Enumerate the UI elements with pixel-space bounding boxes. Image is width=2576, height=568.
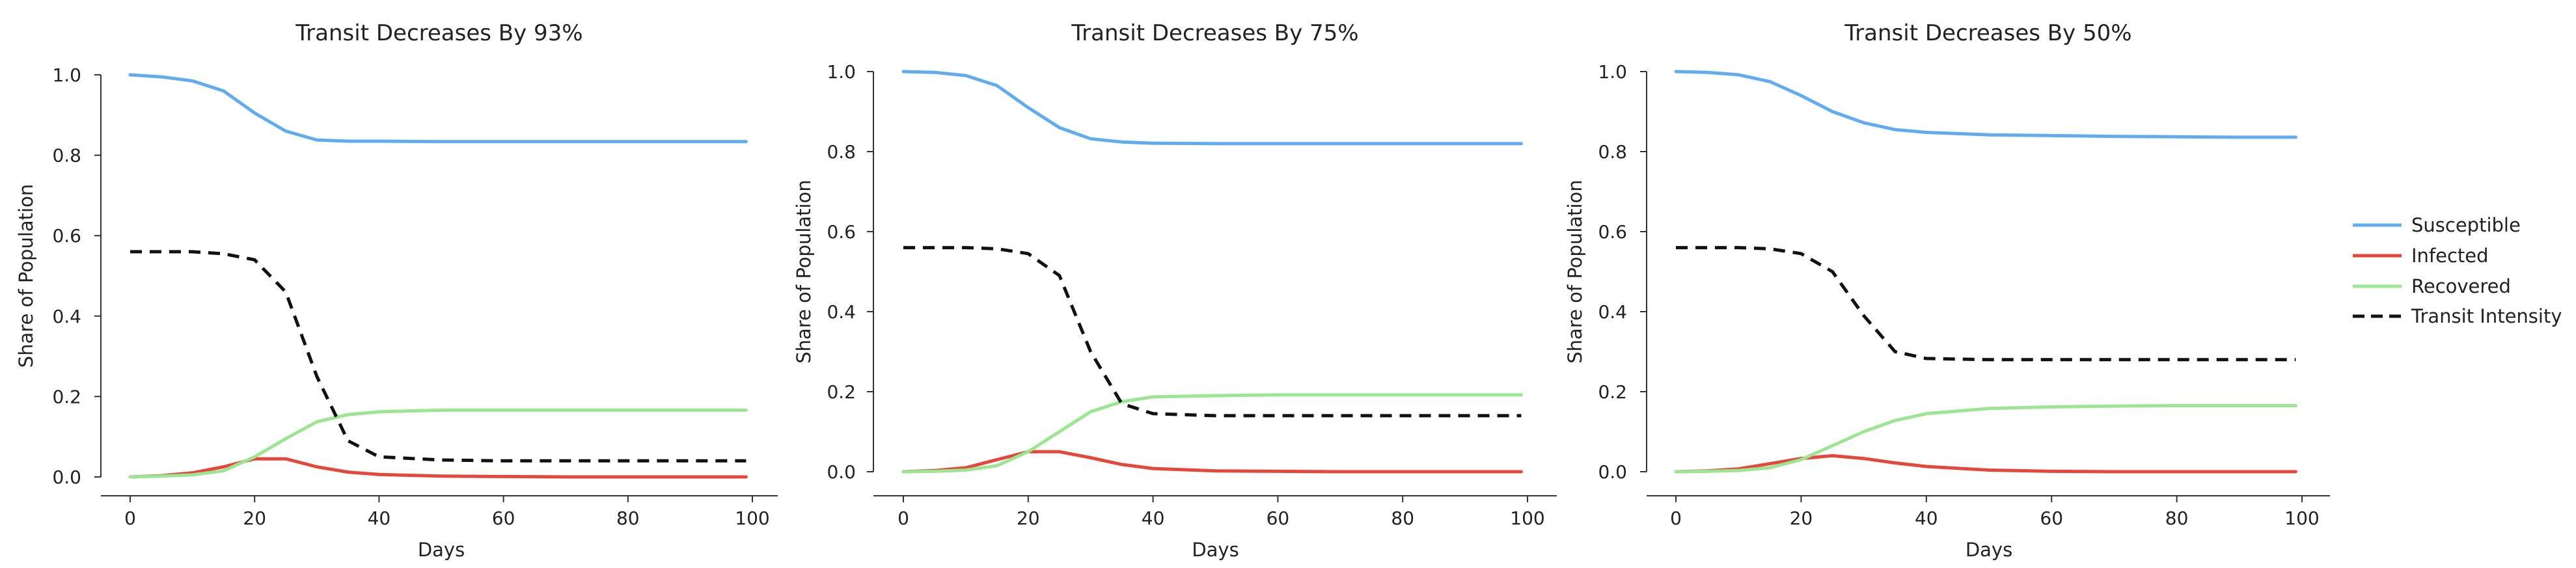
x-tick-label: 100 <box>1510 507 1544 529</box>
y-tick-label: 0.6 <box>1598 221 1627 243</box>
x-tick-label: 40 <box>1915 507 1938 529</box>
y-tick-label: 0.0 <box>52 467 81 488</box>
chart-title: Transit Decreases By 50% <box>1844 20 2131 46</box>
chart-title: Transit Decreases By 93% <box>295 20 582 46</box>
legend-label-transit-intensity: Transit Intensity <box>2411 305 2562 327</box>
x-tick-label: 0 <box>1670 507 1682 529</box>
y-tick-label: 0.6 <box>827 221 856 243</box>
x-tick-label: 20 <box>1017 507 1040 529</box>
x-axis-label: Days <box>418 539 465 561</box>
y-tick-label: 0.8 <box>52 145 81 167</box>
x-tick-label: 100 <box>2284 507 2319 529</box>
x-tick-label: 0 <box>897 507 909 529</box>
y-tick-label: 0.4 <box>52 306 81 327</box>
series-line-transit <box>1676 246 2296 362</box>
y-tick-label: 0.0 <box>1598 461 1627 483</box>
chart-panel-3: Transit Decreases By 50% 0.0 0.2 0.4 0.6 0.8 1… <box>1564 20 2330 561</box>
x-tick-label: 80 <box>1391 507 1414 529</box>
y-tick-label: 0.0 <box>827 461 856 483</box>
y-tick-label: 1.0 <box>52 64 81 86</box>
x-tick-label: 80 <box>2165 507 2189 529</box>
legend-label-recovered: Recovered <box>2411 275 2511 297</box>
y-tick-label: 0.4 <box>827 301 856 323</box>
chart-panel-1: Transit Decreases By 93% 0.0 0.2 0.4 0.6 0.8 1… <box>15 20 778 561</box>
x-tick-label: 60 <box>492 507 515 529</box>
x-tick-label: 40 <box>368 507 391 529</box>
x-tick-label: 20 <box>1790 507 1813 529</box>
series-line-susceptible <box>128 73 748 144</box>
x-tick-label: 80 <box>616 507 640 529</box>
y-tick-label: 0.2 <box>827 381 856 403</box>
y-axis-label: Share of Population <box>1564 180 1586 363</box>
y-axis-label: Share of Population <box>793 180 815 363</box>
y-tick-label: 0.6 <box>52 225 81 247</box>
x-tick-label: 40 <box>1142 507 1165 529</box>
x-axis-label: Days <box>1192 539 1239 561</box>
y-tick-label: 0.4 <box>1598 301 1627 323</box>
chart-panel-2: Transit Decreases By 75% 0.0 0.2 0.4 0.6 0.8 1… <box>793 20 1557 561</box>
y-tick-label: 0.8 <box>827 141 856 163</box>
y-tick-label: 0.2 <box>1598 381 1627 403</box>
series-line-transit <box>130 250 747 463</box>
chart-title: Transit Decreases By 75% <box>1071 20 1358 46</box>
x-tick-label: 100 <box>735 507 769 529</box>
y-tick-label: 0.8 <box>1598 141 1627 163</box>
series-line-transit <box>903 246 1522 418</box>
x-tick-label: 0 <box>124 507 136 529</box>
chart-panels: Transit Decreases By 93% 0.0 0.2 0.4 0.6 0.8 1… <box>15 20 2330 561</box>
x-tick-label: 60 <box>1267 507 1290 529</box>
y-tick-label: 0.2 <box>52 386 81 407</box>
series-line-infected <box>901 450 1523 474</box>
series-line-susceptible <box>901 70 1523 146</box>
legend-label-susceptible: Susceptible <box>2411 214 2521 236</box>
y-axis-label: Share of Population <box>15 184 37 368</box>
legend-label-infected: Infected <box>2411 245 2489 267</box>
series-line-infected <box>128 457 748 479</box>
x-tick-label: 60 <box>2040 507 2063 529</box>
series-line-recovered <box>128 408 748 479</box>
series-line-recovered <box>1674 404 2297 474</box>
y-tick-label: 1.0 <box>827 61 856 83</box>
series-line-recovered <box>901 393 1523 474</box>
legend: Susceptible Infected Recovered Transit I… <box>2353 214 2562 327</box>
series-line-infected <box>1674 453 2297 474</box>
x-tick-label: 20 <box>243 507 266 529</box>
y-tick-label: 1.0 <box>1598 61 1627 83</box>
series-line-susceptible <box>1674 70 2297 139</box>
x-axis-label: Days <box>1966 539 2012 561</box>
